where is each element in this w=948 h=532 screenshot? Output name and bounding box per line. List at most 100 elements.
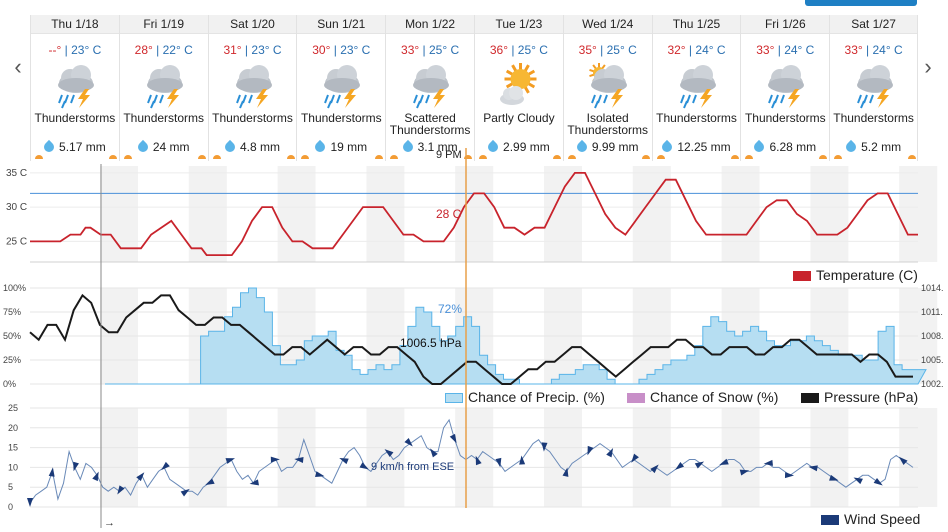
day-card[interactable]: Tue 1/23 36° | 25° C Partly Cloudy 2.99 mm [474, 15, 563, 161]
sunset-icon [641, 155, 650, 159]
chevron-left-icon[interactable]: ‹ [14, 54, 22, 79]
sunset-icon [197, 155, 206, 159]
day-label: Fri 1/26 [741, 15, 830, 34]
day-card[interactable]: Sat 1/27 33° | 24° C Thunderstorms 5.2 mm [829, 15, 918, 161]
temp-tick-label: 25 C [6, 236, 27, 247]
day-card[interactable]: Mon 1/22 33° | 25° C Scattered Thunderstor… [385, 15, 474, 161]
sunrise-icon [745, 155, 754, 159]
cursor-time-label: 9 PM [436, 149, 462, 161]
day-precip: 6.28 mm [741, 139, 829, 155]
sunrise-icon [212, 155, 221, 159]
day-precip: 4.8 mm [209, 139, 297, 155]
temp-separator: | [774, 43, 785, 57]
wind-tick-label: 15 [8, 443, 18, 453]
cursor-pressure-label: 1006.5 hPa [400, 336, 462, 350]
wind-arrow [519, 455, 526, 465]
day-temps: 30° | 23° C [297, 43, 385, 57]
day-low: 23° C [340, 43, 371, 57]
legend-precip[interactable]: Chance of Precip. (%) [445, 389, 605, 405]
sunset-icon [109, 155, 117, 159]
day-label: Sun 1/21 [297, 15, 386, 34]
day-low: 25° C [428, 43, 460, 57]
wind-arrow [73, 461, 79, 472]
day-label: Tue 1/23 [475, 15, 563, 34]
wind-arrow [719, 458, 729, 465]
day-condition: Thunderstorms [833, 111, 914, 125]
wind-arrow [562, 467, 569, 477]
wind-tick-label: 25 [8, 403, 18, 413]
now-arrow-icon: → [104, 517, 115, 529]
day-condition: Thunderstorms [34, 111, 116, 125]
day-low: 24° C [695, 43, 726, 57]
legend-pressure[interactable]: Pressure (hPa) [801, 389, 918, 405]
wind-tick-label: 10 [8, 462, 18, 472]
day-condition: Scattered Thunderstorms [389, 111, 471, 137]
wind-arrow [873, 477, 883, 486]
legend-snow[interactable]: Chance of Snow (%) [627, 389, 778, 405]
day-label: Fri 1/19 [119, 15, 208, 34]
day-card[interactable]: Fri 1/26 33° | 24° C Thunderstorms 6.28 mm [740, 15, 830, 161]
day-precip-amount: 24 mm [152, 140, 190, 154]
snow-swatch [627, 393, 645, 403]
temperature-swatch [793, 271, 811, 281]
daily-forecast-strip: Thu 1/18 --° | 23° C Thunderstorms 5.17 mm F… [30, 15, 918, 161]
temp-tick-label: 35 C [6, 168, 27, 179]
wind-arrow [631, 453, 639, 463]
wind-arrow [650, 464, 659, 474]
sunrise-icon [567, 155, 576, 159]
wind-arrow [27, 498, 33, 508]
night-band [810, 166, 849, 262]
thunderstorm-icon [413, 65, 450, 109]
pressure-swatch [801, 393, 819, 403]
day-precip: 2.99 mm [475, 139, 563, 155]
day-precip-amount: 5.17 mm [59, 140, 106, 154]
wind-arrow [315, 471, 325, 478]
night-band [721, 166, 760, 262]
wind-arrow [225, 458, 235, 464]
wind-arrow [763, 459, 773, 466]
day-card[interactable]: Sun 1/21 30° | 23° C Thunderstorms 19 mm [296, 15, 386, 161]
legend-temperature[interactable]: Temperature (C) [793, 267, 918, 283]
day-high: 32° [667, 43, 686, 57]
sunrise-icon [301, 155, 310, 159]
day-high: 31° [223, 43, 242, 57]
sunset-icon [730, 155, 739, 159]
day-precip: 12.25 mm [653, 139, 741, 155]
day-precip-amount: 12.25 mm [677, 140, 731, 154]
wind-arrow [739, 469, 750, 476]
temp-separator: | [419, 43, 429, 57]
cursor-precip-label: 72% [438, 302, 462, 316]
night-band [366, 166, 405, 262]
wind-arrow [270, 456, 280, 463]
day-temps: --° | 23° C [31, 43, 119, 57]
day-card[interactable]: Fri 1/19 28° | 22° C Thunderstorms 24 mm [118, 15, 208, 161]
day-label: Thu 1/25 [652, 15, 741, 34]
day-condition: Thunderstorms [300, 111, 382, 125]
day-precip: 3.1 mm [386, 139, 474, 155]
day-card[interactable]: Thu 1/25 32° | 24° C Thunderstorms 12.25 mm [651, 15, 741, 161]
wind-arrow [48, 467, 55, 477]
pressure-line [29, 293, 913, 385]
sunset-icon [908, 155, 917, 159]
precip-tick-label: 25% [3, 355, 21, 365]
temp-separator: | [61, 43, 72, 57]
day-card[interactable]: Sat 1/20 31° | 23° C Thunderstorms 4.8 mm [207, 15, 297, 161]
day-temps: 32° | 24° C [653, 43, 741, 57]
day-low: 25° C [517, 43, 548, 57]
day-condition: Thunderstorms [656, 111, 737, 125]
cursor-wind-label: 9 km/h from ESE [371, 461, 454, 473]
temp-separator: | [685, 43, 696, 57]
day-card[interactable]: Thu 1/18 --° | 23° C Thunderstorms 5.17 mm [30, 15, 119, 161]
wind-arrow [675, 461, 685, 470]
day-high: 36° [489, 43, 508, 57]
day-card[interactable]: Wed 1/24 35° | 25° C Isolated Thunderstorm… [562, 15, 652, 161]
legend-wind[interactable]: Wind Speed [821, 511, 920, 527]
sunrise-icon [479, 155, 487, 159]
pressure-tick-label: 1002. [921, 379, 944, 389]
chevron-right-icon[interactable]: › [924, 54, 932, 79]
day-precip-amount: 19 mm [330, 140, 368, 154]
wind-arrow [249, 479, 259, 486]
night-band [455, 166, 494, 262]
night-band [188, 408, 227, 507]
wind-arrow [92, 471, 99, 482]
